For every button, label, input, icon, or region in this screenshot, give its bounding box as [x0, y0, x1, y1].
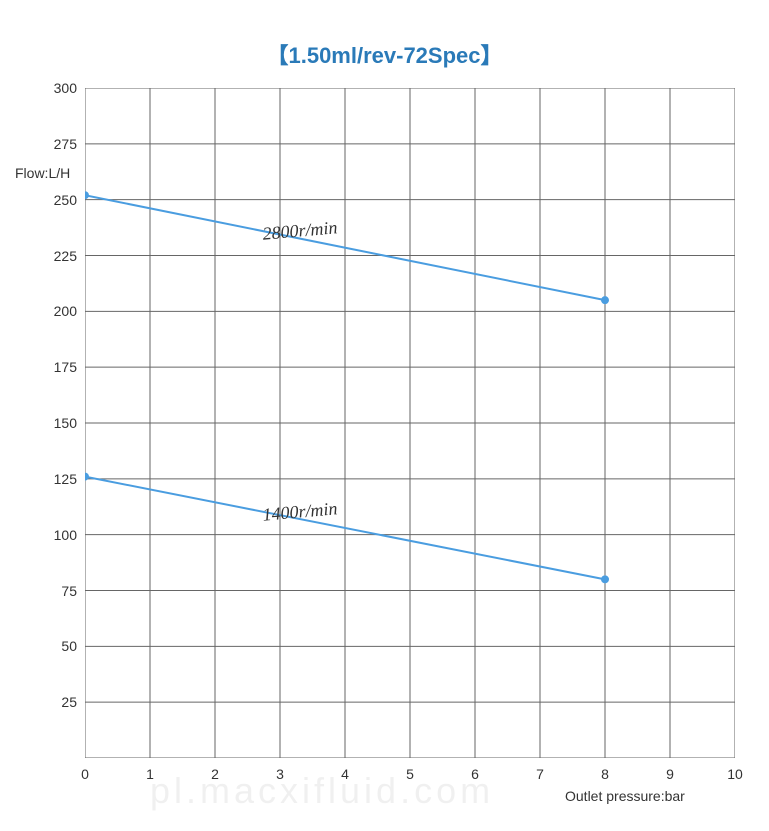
y-tick-label: 150: [54, 415, 85, 431]
x-tick-label: 7: [536, 758, 544, 782]
x-axis-label: Outlet pressure:bar: [565, 788, 685, 804]
x-tick-label: 8: [601, 758, 609, 782]
x-tick-label: 10: [727, 758, 743, 782]
series-marker: [601, 296, 609, 304]
y-tick-label: 225: [54, 248, 85, 264]
chart-title: 【1.50ml/rev-72Spec】: [0, 38, 769, 70]
y-tick-label: 25: [61, 694, 85, 710]
chart-plot-area: Flow:L/H 2550751001251501752002252502753…: [85, 88, 735, 758]
y-tick-label: 100: [54, 527, 85, 543]
y-axis-label: Flow:L/H: [15, 165, 70, 181]
y-tick-label: 300: [54, 80, 85, 96]
chart-svg: [85, 88, 735, 758]
x-tick-label: 0: [81, 758, 89, 782]
y-tick-label: 200: [54, 303, 85, 319]
x-tick-label: 9: [666, 758, 674, 782]
y-tick-label: 250: [54, 192, 85, 208]
series-marker: [601, 575, 609, 583]
series-marker: [85, 191, 89, 199]
y-tick-label: 50: [61, 638, 85, 654]
y-tick-label: 175: [54, 359, 85, 375]
y-tick-label: 275: [54, 136, 85, 152]
y-tick-label: 125: [54, 471, 85, 487]
series-marker: [85, 473, 89, 481]
watermark-text: pl.macxifluid.com: [150, 770, 494, 812]
y-tick-label: 75: [61, 583, 85, 599]
